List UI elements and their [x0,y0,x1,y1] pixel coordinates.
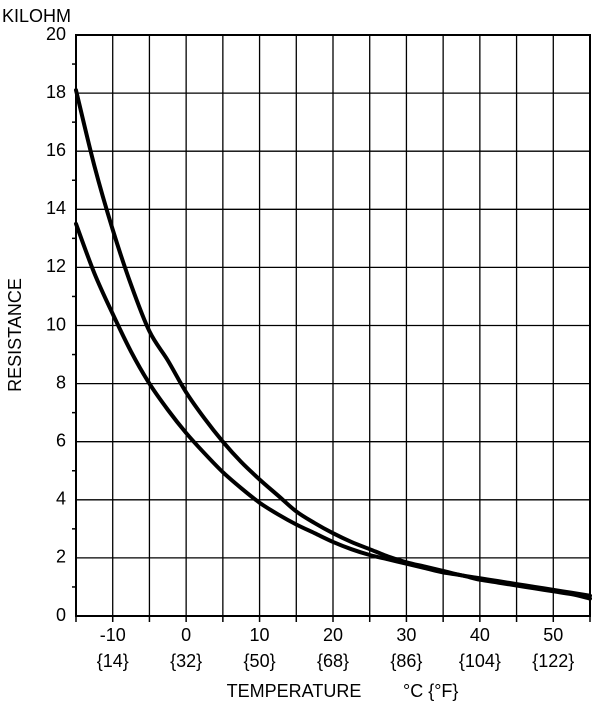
y-tick-label: 6 [56,430,66,450]
x-tick-label-f: {50} [244,651,276,671]
x-axis-title: TEMPERATURE [227,681,362,701]
x-tick-label-c: 10 [250,625,270,645]
units-label: KILOHM [2,6,71,26]
y-tick-label: 10 [46,314,66,334]
x-tick-label-f: {104} [459,651,501,671]
y-tick-labels: 0 2 4 6 8 10 12 14 16 18 20 [46,24,66,625]
y-tick-label: 8 [56,372,66,392]
x-tick-label-f: {122} [532,651,574,671]
x-tick-label-f: {86} [390,651,422,671]
y-tick-label: 4 [56,489,66,509]
series-line-2 [74,221,592,601]
x-tick-label-c: 50 [543,625,563,645]
y-tick-label: 14 [46,198,66,218]
y-tick-label: 16 [46,140,66,160]
x-tick-label-c: 40 [470,625,490,645]
y-tick-label: 18 [46,82,66,102]
y-tick-label: 12 [46,256,66,276]
grid [72,34,591,622]
x-tick-label-c: 20 [323,625,343,645]
x-tick-label-f: {68} [317,651,349,671]
x-tick-labels: -10 {14} 0 {32} 10 {50} 20 {68} 30 {86} 40 {104} 50 {… [97,625,575,671]
y-tick-label: 0 [56,605,66,625]
x-tick-label-c: 30 [396,625,416,645]
x-tick-label-c: 0 [181,625,191,645]
x-axis-unit: °C {°F} [403,681,458,701]
x-tick-label-c: -10 [100,625,126,645]
y-tick-label: 20 [46,24,66,44]
y-tick-label: 2 [56,547,66,567]
x-tick-label-f: {14} [97,651,129,671]
y-axis-title: RESISTANCE [5,278,25,392]
x-tick-label-f: {32} [170,651,202,671]
series-lines [74,88,592,601]
